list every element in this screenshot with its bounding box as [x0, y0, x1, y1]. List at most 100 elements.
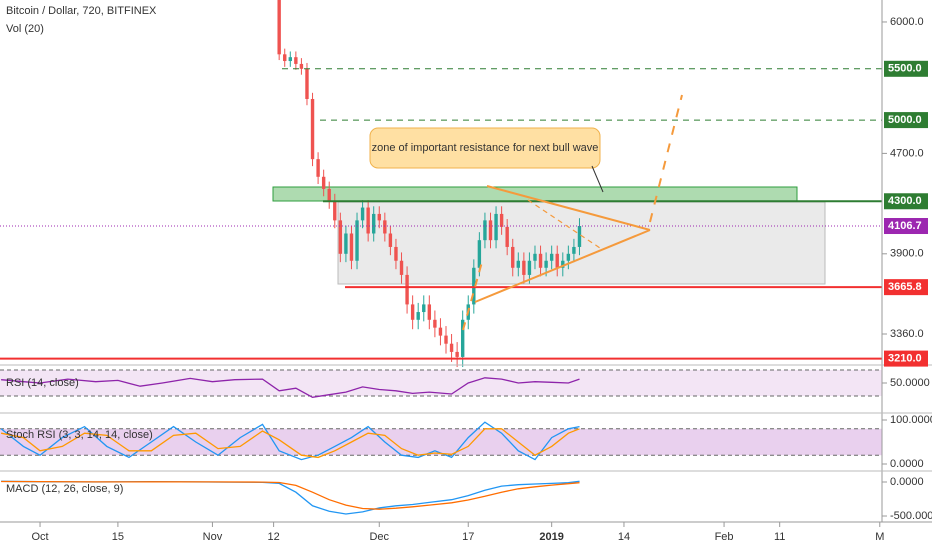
- triangle-upper: [486, 185, 651, 231]
- triangle-inner: [527, 199, 601, 249]
- level-label: 4106.7: [888, 220, 922, 232]
- annotation-pointer: [591, 165, 604, 193]
- candle-body: [577, 226, 582, 247]
- candle-body: [483, 220, 487, 241]
- level-label-bg: [884, 193, 928, 210]
- candle-body: [533, 253, 537, 261]
- candle-body: [333, 201, 337, 221]
- candle-body: [488, 220, 493, 241]
- candle-body: [277, 0, 281, 55]
- candle-body: [383, 220, 387, 234]
- annotation: zone of important resistance for next bu…: [372, 142, 599, 154]
- candle-body: [299, 63, 304, 69]
- candle-body: [372, 213, 376, 234]
- candle-body: [555, 253, 559, 268]
- y-tick-label: 0.0000: [890, 476, 924, 488]
- candle-body: [460, 319, 465, 357]
- y-tick-label: 50.0000: [890, 377, 930, 389]
- candle-body: [438, 327, 443, 336]
- level-label: 3665.8: [888, 281, 922, 293]
- candle-body: [516, 260, 521, 268]
- candle-body: [294, 57, 298, 64]
- candle-body: [416, 312, 420, 320]
- pane-title: RSI (14, close): [6, 377, 79, 389]
- candle-body: [549, 253, 554, 261]
- projection-left: [462, 261, 483, 331]
- candle-body: [427, 304, 432, 320]
- candle-body: [344, 233, 348, 254]
- candle-body: [527, 260, 532, 275]
- band-fill: [0, 370, 882, 396]
- candle-body: [455, 351, 459, 357]
- projection-right: [649, 94, 683, 223]
- level-label: 5000.0: [888, 114, 922, 126]
- candle-body: [449, 343, 454, 352]
- candle-body: [388, 233, 393, 247]
- candle-body: [360, 207, 365, 221]
- x-tick-label: Nov: [203, 531, 223, 543]
- level-label-bg: [884, 112, 928, 129]
- candle-body: [310, 98, 315, 160]
- level-label: 3210.0: [888, 352, 922, 364]
- candle-body: [399, 260, 404, 275]
- x-tick-label: 11: [774, 531, 785, 543]
- level-label: 4300.0: [888, 195, 922, 207]
- pane-title: MACD (12, 26, close, 9): [6, 483, 123, 495]
- candle-body: [477, 240, 482, 268]
- candle-body: [494, 213, 498, 241]
- x-tick-label: 15: [112, 531, 124, 543]
- time-axis: [0, 522, 932, 550]
- y-tick-label: 0.0000: [890, 458, 924, 470]
- x-tick-label: M: [875, 531, 884, 543]
- series-line: [0, 421, 580, 461]
- candle-body: [283, 54, 287, 62]
- candle-body: [405, 274, 409, 305]
- candle-body: [394, 246, 398, 261]
- candle-body: [355, 220, 359, 261]
- series-line: [0, 428, 580, 459]
- level-label-bg: [884, 60, 928, 77]
- candle-body: [511, 246, 515, 268]
- x-tick-label: Feb: [715, 531, 734, 543]
- y-tick-label: 3360.0: [890, 328, 924, 340]
- candle-body: [472, 267, 476, 305]
- candle-body: [316, 159, 320, 177]
- candle-body: [499, 213, 504, 227]
- y-tick-label: 100.0000: [890, 414, 932, 426]
- annotation-box: [369, 127, 601, 169]
- chart-subtitle: Vol (20): [6, 23, 44, 35]
- level-label-bg: [884, 218, 928, 235]
- candle-body: [522, 260, 526, 275]
- candle-body: [544, 260, 548, 268]
- y-tick-label: 3900.0: [890, 248, 924, 260]
- candle-body: [377, 213, 381, 221]
- candle-body: [566, 253, 571, 261]
- candle-body: [433, 319, 437, 328]
- candle-body: [505, 226, 509, 247]
- range-box: [337, 201, 826, 285]
- x-tick-label: Dec: [369, 531, 389, 543]
- candle-body: [338, 220, 343, 254]
- x-tick-label: Oct: [31, 531, 48, 543]
- candle-body: [366, 207, 370, 234]
- x-tick-label: 12: [267, 531, 279, 543]
- triangle-lower: [474, 229, 651, 303]
- candle-body: [410, 304, 415, 320]
- level-label-bg: [884, 279, 928, 296]
- chart-title: Bitcoin / Dollar, 720, BITFINEX: [6, 5, 157, 17]
- candle-body: [538, 253, 543, 268]
- candle-body: [327, 188, 331, 202]
- pane-title: Stoch RSI (3, 3, 14, 14, close): [6, 429, 153, 441]
- price-axis: [882, 0, 932, 550]
- candle-body: [305, 68, 309, 99]
- candle-body: [422, 304, 426, 313]
- y-tick-label: 6000.0: [890, 16, 924, 28]
- x-tick-label: 2019: [539, 531, 563, 543]
- candle-body: [288, 57, 292, 62]
- candle-body: [444, 335, 448, 344]
- candle-body: [561, 260, 565, 268]
- x-tick-label: 14: [618, 531, 630, 543]
- level-label-bg: [884, 350, 928, 367]
